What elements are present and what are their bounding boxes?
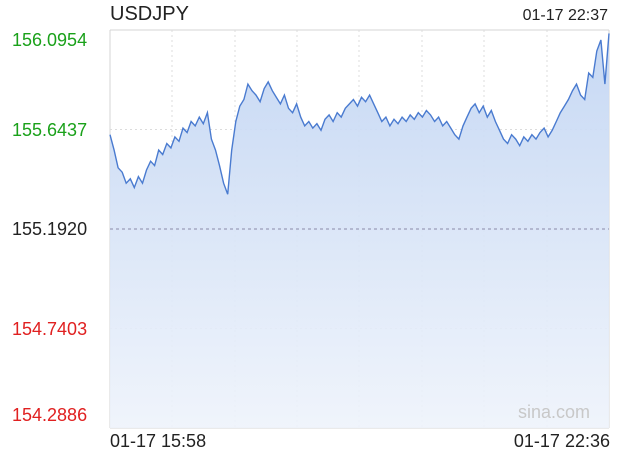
x-label-end: 01-17 22:36 bbox=[513, 431, 610, 451]
price-area bbox=[110, 33, 609, 429]
y-tick-label: 154.2886 bbox=[12, 405, 88, 425]
symbol-title: USDJPY bbox=[110, 3, 189, 25]
price-line bbox=[109, 33, 610, 195]
timestamp: 01-17 22:37 bbox=[522, 7, 608, 24]
y-tick-label: 156.0954 bbox=[12, 30, 88, 50]
watermark: sina.com bbox=[518, 402, 590, 422]
y-tick-label: 154.7403 bbox=[12, 318, 88, 339]
x-label-start: 01-17 15:58 bbox=[110, 431, 207, 451]
y-tick-label: 155.1920 bbox=[12, 219, 88, 239]
y-tick-label: 155.6437 bbox=[12, 119, 88, 140]
